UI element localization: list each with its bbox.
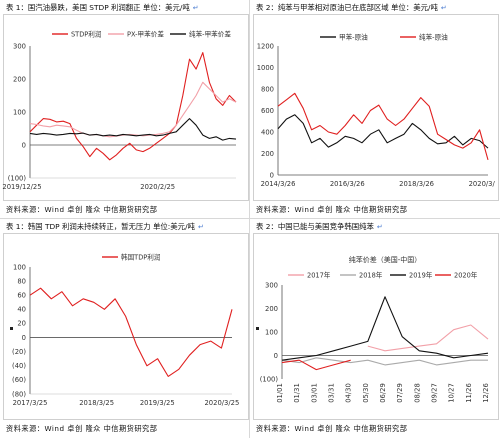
legend-label: 韩国TDP利润 [121, 252, 161, 261]
y-tick-label: 200 [261, 150, 274, 158]
legend-label: 甲苯-原油 [339, 32, 368, 41]
series-line [29, 118, 237, 141]
series-line [29, 81, 237, 138]
series-line [281, 359, 351, 371]
chart-frame [3, 14, 249, 201]
panel-benzene-toluene-crude: 表 2：纯苯与甲苯相对原油已在底部区域 单位：美元/吨 ↵ 0 200 400 600 8… [250, 0, 500, 219]
y-tick-label: 80 [17, 277, 26, 285]
x-tick-label: 06/29 [379, 383, 387, 403]
y-tick-label: 100 [13, 263, 26, 271]
legend-label: 2020年 [454, 270, 478, 279]
series-line [281, 357, 488, 366]
y-tick-label: (60) [12, 376, 26, 384]
return-arrow-icon: ↵ [197, 223, 204, 231]
series-line [29, 52, 237, 161]
y-tick-label: (20) [12, 348, 26, 356]
legend-label: 纯苯-甲苯价差 [189, 29, 231, 38]
panel-stdp-profit: 表 1：国汽油暴跌，美国 STDP 利润翻正 单位：美元/吨 ↵ (100) 0 10… [0, 0, 250, 219]
y-tick-label: 0 [22, 141, 26, 149]
horizontal-divider [0, 218, 500, 219]
y-tick-label: 20 [17, 320, 26, 328]
x-tick-label: 09/27 [431, 383, 439, 403]
chart-frame [3, 233, 249, 420]
y-tick-label: (100) [260, 375, 279, 383]
x-tick-label: 2020/3/25 [204, 399, 239, 407]
panel-korea-tdp-profit: 表 1：韩国 TDP 利润未持续转正，暂无压力 单位:美元/吨 ↵ (80) (60… [0, 219, 250, 438]
x-tick-label: 10/27 [448, 383, 456, 403]
series-line [277, 114, 489, 149]
x-tick-label: 08/28 [413, 383, 421, 403]
legend-label: 2019年 [409, 270, 433, 279]
panel-caption: 表 2：纯苯与甲苯相对原油已在底部区域 单位：美元/吨 ↵ [256, 3, 447, 12]
legend-label: 2017年 [307, 270, 331, 279]
x-tick-label: 2020/3/ [469, 180, 496, 188]
x-tick-label: 2019/12/25 [2, 183, 41, 191]
x-tick-label: 2016/3/26 [330, 180, 365, 188]
y-tick-label: 300 [13, 42, 26, 50]
x-tick-label: 11/26 [465, 383, 473, 403]
chart-frame [253, 14, 499, 201]
y-tick-label: 1000 [257, 64, 274, 72]
y-tick-label: 60 [17, 292, 26, 300]
x-tick-label: 12/26 [482, 383, 490, 403]
y-tick-label: 300 [265, 281, 278, 289]
source-note: 资料来源：Wind 卓创 隆众 中信期货研究部 [6, 424, 158, 433]
chart-benzene-toluene-crude: 0 200 400 600 800 1000 1200 2014/3/26 2016/3/26 2… [257, 32, 496, 188]
chart-stdp-profit: (100) 0 100 200 300 2019/12/25 2020/2/25 STDP利润… [2, 29, 237, 191]
source-note: 资料来源：Wind 卓创 隆众 中信期货研究部 [256, 424, 408, 433]
legend-label: 纯苯-原油 [419, 32, 448, 41]
y-tick-label: 800 [261, 85, 274, 93]
x-tick-label: 03/31 [328, 383, 336, 403]
panel-benzene-spread-us-china: 表 2：中国已能与美国竞争韩国纯苯 ↵ 纯苯价差（美国-中国） (100) 0 100 2… [250, 219, 500, 438]
x-tick-label: 01/01 [276, 383, 284, 403]
x-tick-label: 2017/3/25 [13, 399, 48, 407]
chart-title: 纯苯价差（美国-中国） [349, 255, 422, 264]
y-tick-label: 0 [22, 334, 26, 342]
x-tick-label: 2018/3/26 [399, 180, 434, 188]
x-tick-label: 2019/3/25 [140, 399, 175, 407]
y-tick-label: 1200 [257, 42, 274, 50]
y-tick-label: (40) [12, 362, 26, 370]
x-tick-label: 2018/3/25 [79, 399, 114, 407]
panel-caption: 表 1：韩国 TDP 利润未持续转正，暂无压力 单位:美元/吨 ↵ [6, 222, 204, 231]
vertical-divider [249, 0, 250, 438]
x-tick-label: 01/31 [293, 383, 301, 403]
y-tick-label: 200 [13, 75, 26, 83]
legend-label: 2018年 [359, 270, 383, 279]
panel-caption: 表 2：中国已能与美国竞争韩国纯苯 ↵ [256, 222, 383, 231]
y-tick-label: (80) [12, 390, 26, 398]
y-tick-label: 600 [261, 107, 274, 115]
y-tick-label: (100) [8, 174, 27, 182]
series-line [281, 296, 489, 361]
source-note: 资料来源：Wind 卓创 隆众 中信期货研究部 [6, 205, 158, 214]
series-line [367, 324, 489, 352]
legend-label: STDP利润 [71, 29, 102, 38]
return-arrow-icon: ↵ [376, 223, 383, 231]
panel-caption: 表 1：国汽油暴跌，美国 STDP 利润翻正 单位：美元/吨 ↵ [6, 3, 199, 12]
y-tick-label: 100 [13, 108, 26, 116]
legend-label: PX-甲苯价差 [127, 29, 164, 38]
chart-korea-tdp-profit: (80) (60) (40) (20) 0 20 40 60 80 100 2017/3/25 201… [12, 252, 239, 407]
y-tick-label: 200 [265, 305, 278, 313]
series-line [277, 92, 489, 161]
bullet-marker [10, 327, 13, 330]
return-arrow-icon: ↵ [440, 4, 447, 12]
x-tick-label: 03/01 [310, 383, 318, 403]
chart-frame [253, 233, 499, 420]
x-tick-label: 2020/2/25 [140, 183, 175, 191]
x-tick-label: 04/30 [345, 383, 353, 403]
y-tick-label: 0 [274, 352, 278, 360]
x-tick-label: 05/30 [362, 383, 370, 403]
chart-benzene-spread-us-china: 纯苯价差（美国-中国） (100) 0 100 200 300 01/01 01/31 03/0… [260, 255, 490, 403]
x-tick-label: 2014/3/26 [261, 180, 296, 188]
return-arrow-icon: ↵ [192, 4, 199, 12]
source-note: 资料来源：Wind 卓创 隆众 中信期货研究部 [256, 205, 408, 214]
y-tick-label: 100 [265, 328, 278, 336]
series-line [29, 287, 233, 377]
y-tick-label: 400 [261, 128, 274, 136]
bullet-marker [256, 327, 259, 330]
x-tick-label: 07/29 [396, 383, 404, 403]
y-tick-label: 0 [270, 171, 274, 179]
y-tick-label: 40 [17, 306, 26, 314]
